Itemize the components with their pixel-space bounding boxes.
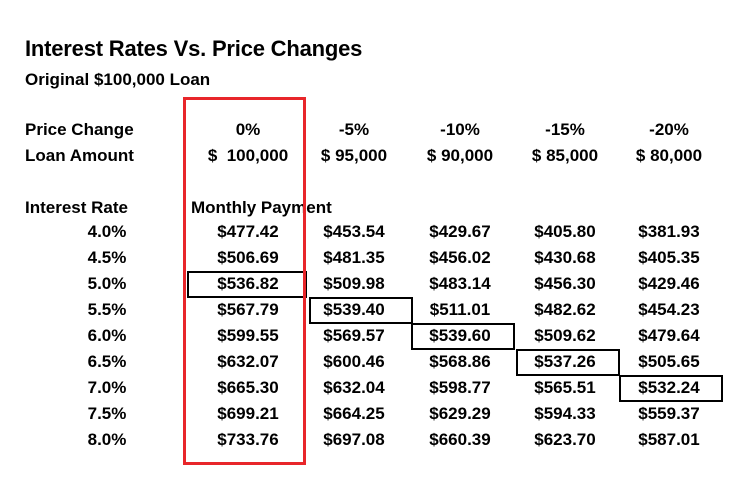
price-change-label: Price Change: [25, 120, 134, 139]
price-change-header: 0%: [235, 120, 261, 139]
loan-amount-header: $ 80,000: [635, 146, 703, 165]
loan-amount-label: Loan Amount: [25, 146, 134, 165]
monthly-payment-cell: $733.76: [217, 430, 279, 449]
monthly-payment-cell: $594.33: [534, 404, 596, 423]
monthly-payment-cell: $699.21: [217, 404, 279, 423]
highlighted-cell-box: [309, 297, 413, 324]
monthly-payment-cell: $405.80: [534, 222, 596, 241]
interest-rate-cell: 5.5%: [87, 300, 127, 319]
monthly-payment-cell: $453.54: [323, 222, 385, 241]
highlighted-cell-box: [411, 323, 515, 350]
monthly-payment-cell: $567.79: [217, 300, 279, 319]
monthly-payment-cell: $539.60: [429, 326, 491, 345]
monthly-payment-cell: $477.42: [217, 222, 279, 241]
interest-rate-cell: 6.5%: [87, 352, 127, 371]
monthly-payment-cell: $429.67: [429, 222, 491, 241]
highlighted-cell-box: [516, 349, 620, 376]
monthly-payment-cell: $429.46: [638, 274, 700, 293]
monthly-payment-cell: $509.98: [323, 274, 385, 293]
interest-rate-label: Interest Rate: [25, 198, 128, 217]
monthly-payment-cell: $505.65: [638, 352, 700, 371]
monthly-payment-cell: $479.64: [638, 326, 700, 345]
monthly-payment-cell: $483.14: [429, 274, 491, 293]
monthly-payment-cell: $632.04: [323, 378, 385, 397]
monthly-payment-cell: $632.07: [217, 352, 279, 371]
interest-rate-cell: 8.0%: [87, 430, 127, 449]
monthly-payment-cell: $536.82: [217, 274, 279, 293]
price-change-header: -5%: [338, 120, 370, 139]
interest-rate-cell: 7.5%: [87, 404, 127, 423]
red-highlight-column: [183, 97, 306, 465]
monthly-payment-cell: $456.30: [534, 274, 596, 293]
highlighted-cell-box: [187, 271, 307, 298]
monthly-payment-cell: $568.86: [429, 352, 491, 371]
monthly-payment-cell: $430.68: [534, 248, 596, 267]
monthly-payment-cell: $697.08: [323, 430, 385, 449]
price-change-header: -15%: [545, 120, 585, 139]
monthly-payment-cell: $565.51: [534, 378, 596, 397]
monthly-payment-cell: $660.39: [429, 430, 491, 449]
monthly-payment-cell: $537.26: [534, 352, 596, 371]
monthly-payment-cell: $509.62: [534, 326, 596, 345]
monthly-payment-cell: $454.23: [638, 300, 700, 319]
interest-rate-cell: 4.0%: [87, 222, 127, 241]
monthly-payment-cell: $539.40: [323, 300, 385, 319]
monthly-payment-cell: $664.25: [323, 404, 385, 423]
monthly-payment-cell: $587.01: [638, 430, 700, 449]
loan-amount-header: $ 100,000: [207, 146, 289, 165]
monthly-payment-cell: $481.35: [323, 248, 385, 267]
monthly-payment-cell: $629.29: [429, 404, 491, 423]
monthly-payment-cell: $598.77: [429, 378, 491, 397]
price-change-header: -20%: [649, 120, 689, 139]
monthly-payment-cell: $599.55: [217, 326, 279, 345]
interest-rate-cell: 7.0%: [87, 378, 127, 397]
loan-amount-header: $ 95,000: [320, 146, 388, 165]
monthly-payment-cell: $623.70: [534, 430, 596, 449]
interest-rate-cell: 5.0%: [87, 274, 127, 293]
monthly-payment-label: Monthly Payment: [191, 198, 332, 217]
page-title: Interest Rates Vs. Price Changes: [25, 36, 363, 61]
monthly-payment-cell: $405.35: [638, 248, 700, 267]
monthly-payment-cell: $456.02: [429, 248, 491, 267]
monthly-payment-cell: $506.69: [217, 248, 279, 267]
page-subtitle: Original $100,000 Loan: [25, 70, 211, 89]
monthly-payment-cell: $511.01: [429, 300, 491, 319]
monthly-payment-cell: $482.62: [534, 300, 596, 319]
monthly-payment-cell: $665.30: [217, 378, 279, 397]
monthly-payment-cell: $569.57: [323, 326, 385, 345]
monthly-payment-cell: $600.46: [323, 352, 385, 371]
interest-rate-cell: 6.0%: [87, 326, 127, 345]
monthly-payment-cell: $381.93: [638, 222, 700, 241]
highlighted-cell-box: [619, 375, 723, 402]
loan-amount-header: $ 90,000: [426, 146, 494, 165]
monthly-payment-cell: $532.24: [638, 378, 700, 397]
loan-amount-header: $ 85,000: [531, 146, 599, 165]
monthly-payment-cell: $559.37: [638, 404, 700, 423]
price-change-header: -10%: [440, 120, 480, 139]
interest-rate-cell: 4.5%: [87, 248, 127, 267]
